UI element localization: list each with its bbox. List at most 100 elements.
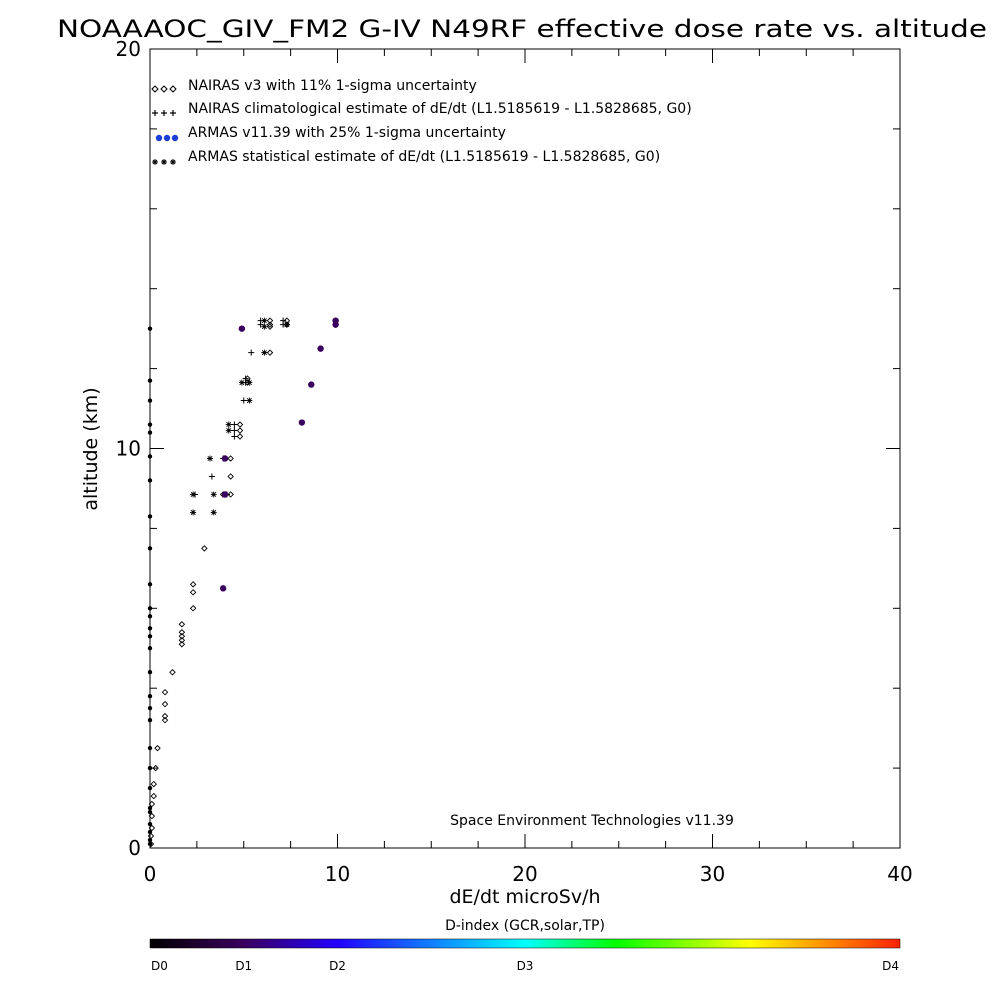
nairas-point xyxy=(266,349,274,356)
armas-point xyxy=(317,345,324,352)
nairas-point xyxy=(236,433,244,440)
nairas-point xyxy=(201,545,208,552)
armas-point xyxy=(147,614,153,619)
armas-point xyxy=(147,745,153,751)
armas-point xyxy=(147,805,153,811)
armas-point xyxy=(147,785,153,791)
legend-label-armas: ARMAS v11.39 with 25% 1-sigma uncertaint… xyxy=(188,125,506,141)
nairas-climatological-point xyxy=(231,433,238,440)
x-tick-label: 20 xyxy=(512,862,537,886)
armas-statistical-point xyxy=(238,379,245,386)
nairas-point xyxy=(150,792,157,800)
armas-point xyxy=(332,317,339,324)
nairas-point xyxy=(266,317,274,324)
armas-statistical-point xyxy=(207,455,213,462)
y-tick-label: 10 xyxy=(116,437,141,461)
legend-plus-markers xyxy=(152,110,176,116)
nairas-point xyxy=(227,473,234,480)
x-axis-label: dE/dt microSv/h xyxy=(449,886,600,908)
armas-point xyxy=(147,478,153,483)
nairas-climatological-point xyxy=(248,349,255,356)
armas-point xyxy=(147,514,153,519)
nairas-point xyxy=(189,581,197,588)
armas-point xyxy=(238,325,246,332)
armas-statistical-point xyxy=(190,509,197,516)
chart-title: NOAAAOC_GIV_FM2 G-IV N49RF effective dos… xyxy=(57,15,987,43)
armas-point xyxy=(147,809,153,815)
nairas-point xyxy=(152,764,159,772)
nairas-point xyxy=(189,589,197,596)
colorbar-tick-label: D3 xyxy=(517,959,534,973)
armas-point xyxy=(147,378,153,383)
nairas-point xyxy=(161,700,169,708)
armas-point xyxy=(147,837,153,843)
nairas-point xyxy=(161,716,169,724)
armas-point xyxy=(147,398,153,403)
nairas-point xyxy=(178,633,186,640)
legend: NAIRAS v3 with 11% 1-sigma uncertainty N… xyxy=(151,78,692,165)
nairas-climatological-point xyxy=(208,473,215,480)
colorbar-tick-labels: D0 D1 D2 D3 D4 xyxy=(151,959,899,973)
colorbar-label: D-index (GCR,solar,TP) xyxy=(445,918,605,934)
legend-entry-nairas-climatological: NAIRAS climatological estimate of dE/dt … xyxy=(152,101,692,117)
armas-statistical-point xyxy=(261,349,268,356)
nairas-point xyxy=(178,637,186,644)
nairas-point xyxy=(148,800,156,808)
armas-statistical-point xyxy=(210,509,217,516)
legend-entry-armas: ARMAS v11.39 with 25% 1-sigma uncertaint… xyxy=(155,125,506,142)
nairas-point xyxy=(236,427,244,434)
armas-statistical-point xyxy=(225,427,232,434)
nairas-point xyxy=(178,629,186,636)
armas-point xyxy=(298,419,306,426)
armas-point xyxy=(147,422,153,427)
x-tick-label: 30 xyxy=(700,862,725,886)
armas-point xyxy=(147,693,153,699)
armas-point xyxy=(147,765,153,771)
armas-point xyxy=(147,606,153,611)
nairas-climatological-point xyxy=(280,317,287,324)
armas-point xyxy=(147,705,153,711)
legend-label-armas-statistical: ARMAS statistical estimate of dE/dt (L1.… xyxy=(188,149,660,165)
nairas-climatological-point xyxy=(242,375,249,382)
data-points xyxy=(147,317,339,848)
armas-point xyxy=(147,841,153,847)
armas-statistical-point xyxy=(225,421,232,428)
nairas-climatological-point xyxy=(231,421,238,428)
axis-tick-labels: 0 10 20 30 40 0 10 20 xyxy=(116,37,913,886)
armas-statistical-point xyxy=(190,491,197,498)
armas-point xyxy=(147,821,153,827)
x-tick-label: 40 xyxy=(887,862,912,886)
colorbar-tick-label: D2 xyxy=(329,959,346,973)
nairas-point xyxy=(227,455,234,462)
armas-point xyxy=(147,829,153,835)
armas-statistical-point xyxy=(210,491,217,498)
nairas-point xyxy=(266,321,274,328)
armas-statistical-point xyxy=(261,323,268,330)
x-tick-label: 0 xyxy=(144,862,157,886)
nairas-point xyxy=(236,421,244,428)
legend-entry-armas-statistical: ARMAS statistical estimate of dE/dt (L1.… xyxy=(152,149,660,165)
y-axis-label: altitude (km) xyxy=(80,387,102,510)
armas-point xyxy=(147,717,153,723)
colorbar-tick-label: D0 xyxy=(151,959,168,973)
armas-point xyxy=(219,585,227,592)
nairas-point xyxy=(227,491,234,498)
armas-point xyxy=(147,626,153,631)
nairas-point xyxy=(148,824,156,832)
axis-ticks xyxy=(149,48,901,849)
legend-entry-nairas: NAIRAS v3 with 11% 1-sigma uncertainty xyxy=(151,78,477,94)
nairas-climatological-point xyxy=(231,427,238,434)
legend-label-nairas: NAIRAS v3 with 11% 1-sigma uncertainty xyxy=(188,78,477,94)
x-tick-label: 10 xyxy=(325,862,350,886)
y-tick-label: 20 xyxy=(116,37,141,61)
armas-point xyxy=(221,491,229,498)
nairas-point xyxy=(161,688,169,696)
armas-point xyxy=(147,670,153,675)
armas-statistical-point xyxy=(246,397,253,404)
armas-point xyxy=(147,454,153,459)
armas-point xyxy=(147,646,153,651)
nairas-point xyxy=(178,621,186,628)
credit-annotation: Space Environment Technologies v11.39 xyxy=(450,813,734,829)
nairas-point xyxy=(189,605,197,612)
